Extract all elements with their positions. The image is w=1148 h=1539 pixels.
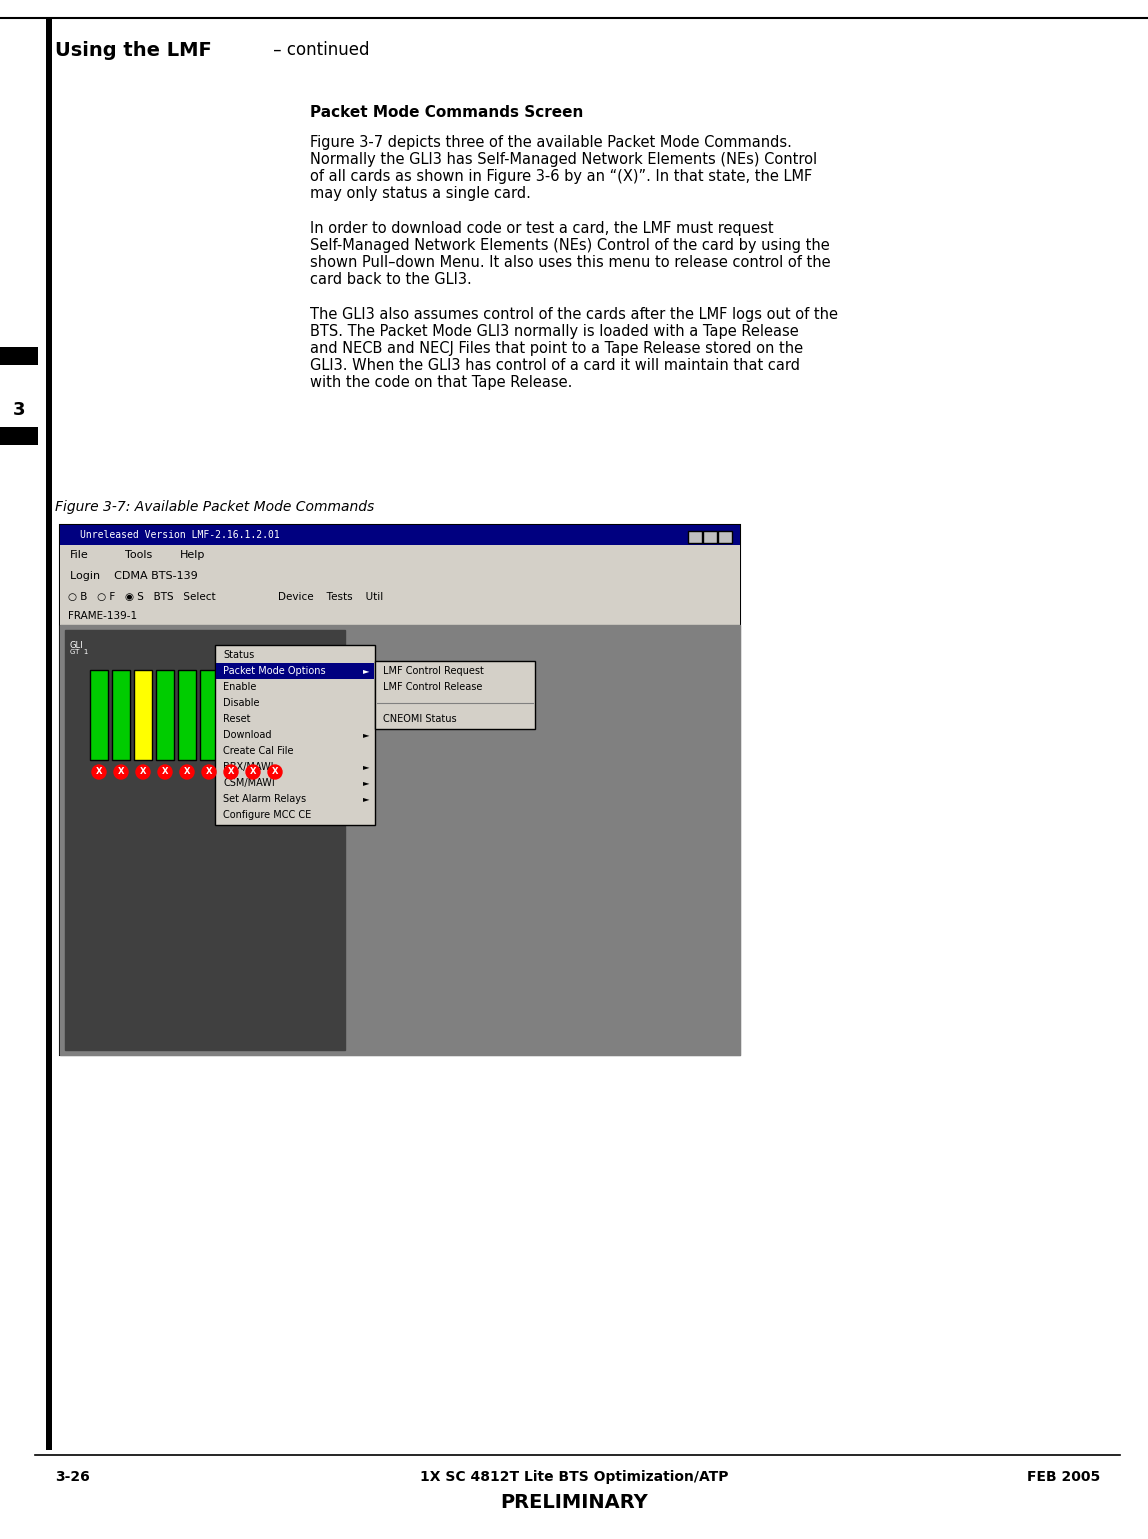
Text: Set Alarm Relays: Set Alarm Relays xyxy=(223,794,307,803)
Bar xyxy=(0,346,38,365)
Text: The GLI3 also assumes control of the cards after the LMF logs out of the: The GLI3 also assumes control of the car… xyxy=(310,306,838,322)
Text: ►: ► xyxy=(363,779,370,788)
Bar xyxy=(375,660,535,729)
Text: ○ B   ○ F   ◉ S   BTS   Select: ○ B ○ F ◉ S BTS Select xyxy=(68,593,216,602)
Text: X: X xyxy=(184,768,191,777)
Circle shape xyxy=(158,765,172,779)
Bar xyxy=(688,531,701,543)
Text: with the code on that Tape Release.: with the code on that Tape Release. xyxy=(310,376,573,389)
Bar xyxy=(703,531,718,543)
Text: Normally the GLI3 has Self-Managed Network Elements (NEs) Control: Normally the GLI3 has Self-Managed Netwo… xyxy=(310,152,817,168)
Text: ►: ► xyxy=(363,794,370,803)
Text: – continued: – continued xyxy=(267,42,370,58)
Bar xyxy=(113,669,130,760)
Text: X: X xyxy=(205,768,212,777)
Text: X: X xyxy=(227,768,234,777)
Circle shape xyxy=(114,765,127,779)
Text: 3-26: 3-26 xyxy=(55,1470,90,1484)
Text: LMF Control Release: LMF Control Release xyxy=(383,682,482,693)
Text: Configure MCC CE: Configure MCC CE xyxy=(223,810,311,820)
Circle shape xyxy=(224,765,238,779)
Text: In order to download code or test a card, the LMF must request: In order to download code or test a card… xyxy=(310,222,774,235)
Text: X: X xyxy=(95,768,102,777)
Text: GLI: GLI xyxy=(70,640,84,649)
Text: and NECB and NECJ Files that point to a Tape Release stored on the: and NECB and NECJ Files that point to a … xyxy=(310,342,804,356)
Circle shape xyxy=(202,765,216,779)
Text: GLI3. When the GLI3 has control of a card it will maintain that card: GLI3. When the GLI3 has control of a car… xyxy=(310,359,800,372)
Text: Unreleased Version LMF-2.16.1.2.01: Unreleased Version LMF-2.16.1.2.01 xyxy=(80,529,280,540)
Text: Packet Mode Options: Packet Mode Options xyxy=(223,666,326,676)
Text: may only status a single card.: may only status a single card. xyxy=(310,186,530,202)
Text: ►: ► xyxy=(363,666,370,676)
Text: CNEOMI Status: CNEOMI Status xyxy=(383,714,457,723)
Text: of all cards as shown in Figure 3-6 by an “(X)”. In that state, the LMF: of all cards as shown in Figure 3-6 by a… xyxy=(310,169,813,185)
Bar xyxy=(90,669,108,760)
Bar xyxy=(0,426,38,445)
Bar xyxy=(178,669,196,760)
Text: BBX/MAWI: BBX/MAWI xyxy=(223,762,273,773)
Text: 3: 3 xyxy=(13,402,25,419)
Text: PRELIMINARY: PRELIMINARY xyxy=(501,1493,647,1511)
Circle shape xyxy=(135,765,150,779)
Circle shape xyxy=(92,765,106,779)
Text: Create Cal File: Create Cal File xyxy=(223,746,294,756)
Bar xyxy=(266,669,284,760)
Bar xyxy=(718,531,732,543)
Circle shape xyxy=(246,765,259,779)
Text: X: X xyxy=(272,768,278,777)
Bar xyxy=(245,669,262,760)
Bar xyxy=(60,525,740,1056)
Text: ►: ► xyxy=(363,731,370,740)
Text: File: File xyxy=(70,549,88,560)
Text: Reset: Reset xyxy=(223,714,250,723)
Text: Device    Tests    Util: Device Tests Util xyxy=(278,593,383,602)
Bar xyxy=(134,669,152,760)
Text: card back to the GLI3.: card back to the GLI3. xyxy=(310,272,472,286)
Text: X: X xyxy=(162,768,169,777)
Bar xyxy=(60,565,740,586)
Text: Figure 3-7: Available Packet Mode Commands: Figure 3-7: Available Packet Mode Comman… xyxy=(55,500,374,514)
Text: X: X xyxy=(118,768,124,777)
Bar xyxy=(200,669,218,760)
Text: X: X xyxy=(250,768,256,777)
Bar xyxy=(60,625,740,1056)
Bar xyxy=(60,545,740,565)
Text: Self-Managed Network Elements (NEs) Control of the card by using the: Self-Managed Network Elements (NEs) Cont… xyxy=(310,239,830,252)
Circle shape xyxy=(180,765,194,779)
Text: Figure 3-7 depicts three of the available Packet Mode Commands.: Figure 3-7 depicts three of the availabl… xyxy=(310,135,792,149)
Bar xyxy=(216,663,374,679)
Bar xyxy=(60,525,740,545)
Bar xyxy=(60,606,740,625)
Text: Download: Download xyxy=(223,729,271,740)
Text: FRAME-139-1: FRAME-139-1 xyxy=(68,611,137,622)
Bar xyxy=(222,669,240,760)
Bar xyxy=(156,669,174,760)
Circle shape xyxy=(267,765,282,779)
Text: FEB 2005: FEB 2005 xyxy=(1026,1470,1100,1484)
Text: Help: Help xyxy=(180,549,205,560)
Text: X: X xyxy=(140,768,146,777)
Text: LMF Control Request: LMF Control Request xyxy=(383,666,483,676)
Bar xyxy=(65,629,346,1050)
Text: Status: Status xyxy=(223,649,254,660)
Bar xyxy=(215,645,375,825)
Text: shown Pull–down Menu. It also uses this menu to release control of the: shown Pull–down Menu. It also uses this … xyxy=(310,255,831,269)
Text: Tools: Tools xyxy=(125,549,153,560)
Text: GT  1: GT 1 xyxy=(70,649,88,656)
Text: Login    CDMA BTS-139: Login CDMA BTS-139 xyxy=(70,571,197,582)
Text: CSM/MAWI: CSM/MAWI xyxy=(223,779,274,788)
Bar xyxy=(46,18,52,1450)
Text: Packet Mode Commands Screen: Packet Mode Commands Screen xyxy=(310,105,583,120)
Text: Using the LMF: Using the LMF xyxy=(55,40,211,60)
Text: BTS. The Packet Mode GLI3 normally is loaded with a Tape Release: BTS. The Packet Mode GLI3 normally is lo… xyxy=(310,325,799,339)
Text: ►: ► xyxy=(363,762,370,771)
Text: Enable: Enable xyxy=(223,682,256,693)
Bar xyxy=(60,586,740,606)
Text: Disable: Disable xyxy=(223,699,259,708)
Text: 1X SC 4812T Lite BTS Optimization/ATP: 1X SC 4812T Lite BTS Optimization/ATP xyxy=(420,1470,728,1484)
